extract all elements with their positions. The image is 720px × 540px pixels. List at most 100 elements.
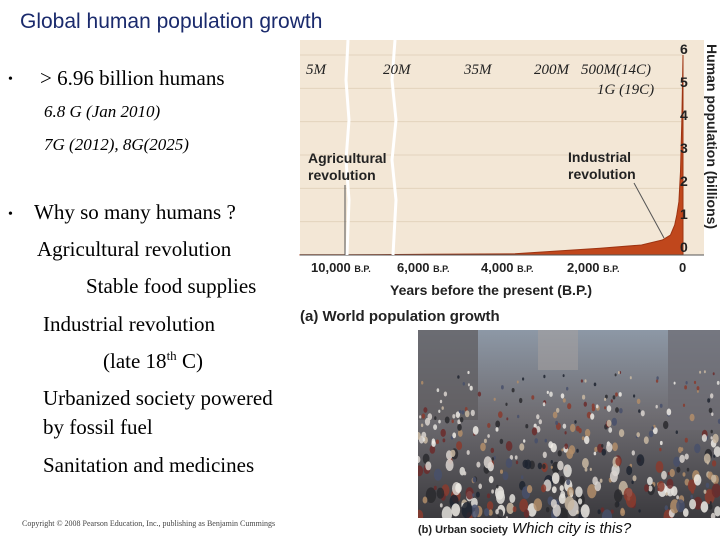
crowd-figure [421, 413, 426, 419]
urbanized-line-1: Urbanized society powered [43, 386, 273, 410]
urban-crowd-photo [418, 330, 720, 518]
crowd-figure [617, 371, 620, 375]
crowd-figure [523, 439, 526, 443]
crowd-figure [418, 455, 421, 464]
crowd-figure [701, 434, 707, 442]
crowd-figure [643, 436, 649, 444]
crowd-figure [594, 446, 598, 452]
crowd-figure [676, 466, 681, 473]
crowd-figure [582, 394, 586, 400]
crowd-figure [636, 398, 641, 404]
crowd-figure [614, 501, 619, 508]
crowd-figure [580, 379, 583, 383]
crowd-figure [684, 453, 689, 460]
crowd-figure [505, 458, 513, 468]
crowd-figure [589, 467, 592, 471]
crowd-figure [582, 458, 589, 469]
crowd-figure [466, 450, 470, 455]
crowd-figure [438, 409, 441, 413]
crowd-figure [441, 406, 444, 410]
crowd-figure [436, 487, 445, 499]
crowd-figure [452, 432, 457, 439]
crowd-figure [652, 427, 658, 435]
crowd-figure [563, 464, 572, 478]
crowd-figure [601, 509, 613, 518]
crowd-figure [638, 409, 641, 413]
crowd-figure [711, 483, 720, 498]
crowd-figure [512, 506, 517, 513]
y-tick-label: 3 [680, 140, 688, 156]
crowd-figure [555, 420, 558, 425]
crowd-figure [472, 426, 479, 435]
crowd-figure [462, 382, 465, 386]
crowd-figure [632, 475, 637, 482]
crowd-figure [461, 410, 465, 415]
crowd-figure [545, 507, 550, 513]
bullet-marker: • [8, 72, 13, 87]
slide-title: Global human population growth [20, 10, 323, 33]
late-18th-century-text: (late 18th C) [103, 348, 203, 373]
crowd-figure [450, 449, 456, 457]
crowd-figure [458, 409, 462, 414]
crowd-figure [533, 498, 543, 512]
crowd-figure [655, 404, 658, 409]
crowd-figure [676, 495, 679, 500]
crowd-figure [633, 394, 636, 398]
crowd-figure [661, 470, 667, 480]
crowd-figure [710, 429, 713, 434]
crowd-figure [659, 447, 662, 452]
crowd-figure [445, 459, 454, 471]
crowd-figure [606, 405, 612, 412]
crowd-figure [693, 474, 702, 486]
crowd-figure [491, 489, 494, 494]
crowd-figure [595, 404, 599, 409]
crowd-figure [526, 485, 533, 494]
crowd-figure [581, 436, 585, 441]
photo-caption: (b) Urban society [418, 524, 508, 536]
crowd-figure [618, 429, 625, 438]
crowd-figure [457, 423, 462, 431]
crowd-figure [465, 487, 474, 500]
crowd-figure [696, 386, 700, 391]
crowd-figure [566, 479, 571, 486]
crowd-figure [657, 481, 665, 492]
crowd-figure [566, 386, 569, 391]
crowd-figure [564, 431, 567, 435]
urbanized-line-2: by fossil fuel [43, 415, 153, 439]
crowd-figure [425, 487, 437, 503]
y-tick-label: 6 [680, 41, 688, 57]
crowd-figure [419, 415, 422, 419]
crowd-figure [477, 391, 482, 397]
crowd-figure [431, 438, 436, 444]
crowd-figure [455, 411, 461, 418]
population-annotation: 1G (19C) [597, 82, 655, 98]
crowd-figure [689, 499, 697, 510]
crowd-figure [439, 399, 443, 404]
crowd-figure [665, 492, 668, 496]
crowd-figure [584, 435, 590, 445]
crowd-figure [467, 370, 470, 375]
crowd-figure [495, 420, 501, 428]
y-axis-label: Human population (billions) [704, 44, 720, 230]
crowd-figure [568, 489, 574, 496]
crowd-figure [626, 465, 633, 476]
crowd-figure [488, 509, 493, 516]
crowd-figure [689, 413, 695, 422]
crowd-figure [690, 494, 693, 499]
crowd-figure [591, 403, 595, 408]
crowd-figure [423, 407, 428, 413]
crowd-figure [515, 460, 519, 465]
crowd-figure [615, 457, 622, 466]
crowd-figure [464, 407, 468, 412]
crowd-figure [451, 503, 461, 517]
crowd-figure [636, 432, 640, 438]
crowd-figure [584, 428, 591, 438]
crowd-figure [420, 423, 424, 428]
crowd-figure [531, 427, 538, 436]
crowd-figure [631, 450, 635, 456]
population-annotation: 35M [464, 62, 492, 78]
crowd-figure [505, 516, 508, 518]
crowd-figure [680, 447, 684, 452]
crowd-figure [422, 453, 430, 464]
crowd-figure [584, 379, 587, 383]
